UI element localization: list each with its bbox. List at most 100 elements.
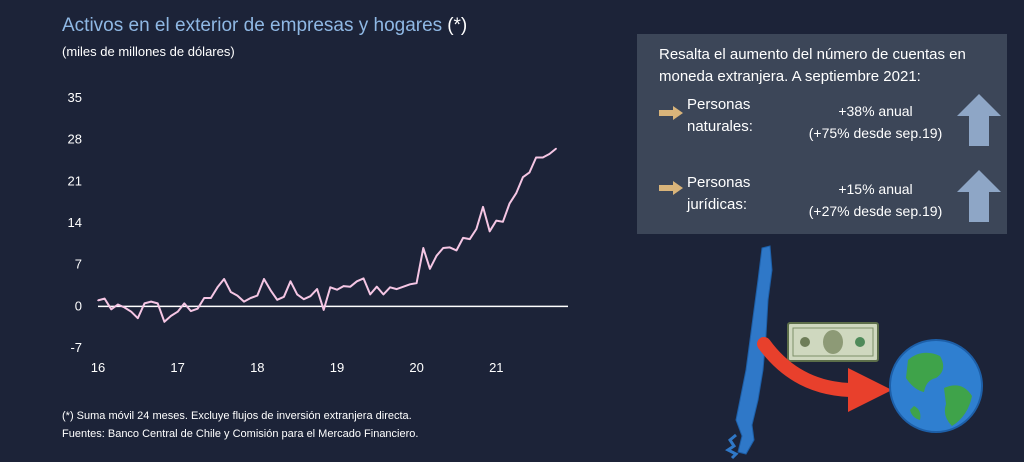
title-footnote-mark: (*) [447, 15, 468, 36]
data-point [289, 280, 292, 283]
data-points [97, 147, 557, 323]
bullet-arrow-icon [659, 104, 683, 125]
row-stat-naturales: +38% anual (+75% desde sep.19) [793, 100, 958, 144]
data-point [336, 288, 338, 291]
data-point [256, 294, 259, 297]
data-point [468, 238, 471, 240]
y-tick-label: 7 [75, 257, 82, 272]
data-point [190, 310, 192, 312]
x-tick-label: 18 [250, 360, 264, 375]
data-point [143, 302, 146, 305]
data-point [283, 296, 285, 298]
row-label-juridicas: Personas jurídicas: [687, 172, 777, 216]
data-point [541, 156, 544, 159]
highlight-heading-line1: Resalta el aumento del número de cuentas… [659, 46, 966, 63]
x-tick-label: 16 [91, 360, 105, 375]
data-point [535, 156, 537, 159]
up-arrow-icon [957, 94, 1001, 146]
data-point [415, 282, 418, 284]
data-point [322, 309, 325, 311]
data-point [130, 310, 132, 313]
data-point [269, 289, 272, 292]
data-point [548, 153, 551, 155]
row-label-line2: jurídicas: [687, 196, 748, 213]
x-tick-label: 21 [489, 360, 503, 375]
data-point [163, 321, 166, 323]
row-stat-line1: +38% anual [838, 103, 913, 119]
data-point [210, 297, 212, 299]
row-label-line1: Personas [687, 96, 751, 113]
row-label-naturales: Personas naturales: [687, 94, 777, 138]
data-point [123, 306, 126, 309]
data-point [216, 286, 219, 289]
data-point [176, 310, 179, 313]
highlight-heading: Resalta el aumento del número de cuentas… [659, 44, 966, 88]
row-stat-line1: +15% anual [838, 181, 913, 197]
chart-units: (miles de millones de dólares) [62, 44, 235, 59]
data-point [435, 254, 438, 257]
data-point [502, 221, 504, 223]
x-tick-label: 19 [330, 360, 344, 375]
data-point [395, 288, 398, 290]
y-tick-label: 21 [68, 173, 82, 188]
row-label-line2: naturales: [687, 118, 753, 135]
data-point [183, 302, 186, 305]
data-point [482, 206, 484, 208]
data-point [508, 202, 511, 205]
data-point [442, 247, 444, 249]
y-tick-labels: -7 0 7 14 21 28 35 [68, 90, 82, 355]
y-tick-label: 0 [75, 298, 82, 313]
chart-title-text: Activos en el exterior de empresas y hog… [62, 15, 443, 36]
data-point [369, 293, 371, 296]
chart-title: Activos en el exterior de empresas y hog… [62, 15, 467, 37]
x-tick-label: 20 [409, 360, 423, 375]
y-tick-label: 28 [68, 132, 82, 147]
row-label-line1: Personas [687, 174, 751, 191]
data-point [156, 302, 159, 305]
x-tick-labels: 16 17 18 19 20 21 [91, 360, 504, 375]
illustration [725, 245, 983, 460]
data-point [528, 171, 531, 174]
data-point [170, 315, 172, 317]
bullet-arrow-icon [659, 179, 683, 200]
data-point [362, 277, 365, 280]
data-point [522, 176, 524, 178]
curved-arrow-icon [757, 337, 892, 412]
data-point [276, 298, 279, 301]
data-point [409, 283, 411, 286]
data-point [449, 246, 451, 249]
line-chart: -7 0 7 14 21 28 35 16 17 18 19 20 21 [68, 90, 568, 375]
chile-map-icon [725, 245, 773, 460]
data-point [555, 147, 557, 150]
highlight-box: Resalta el aumento del número de cuentas… [637, 34, 1007, 234]
x-tick-label: 17 [170, 360, 184, 375]
y-tick-label: 35 [68, 90, 82, 105]
data-point [402, 285, 405, 288]
row-stat-line2: (+27% desde sep.19) [808, 203, 943, 219]
data-point [249, 297, 252, 299]
data-point [342, 285, 345, 287]
data-point [309, 295, 312, 298]
data-point [117, 303, 119, 306]
data-point [263, 278, 265, 280]
sources-note: Fuentes: Banco Central de Chile y Comisi… [62, 428, 419, 440]
data-point [236, 294, 239, 297]
data-point [243, 300, 245, 303]
data-point [103, 297, 106, 300]
data-point [316, 288, 318, 290]
data-point [97, 299, 99, 302]
globe-icon [889, 339, 983, 433]
data-point [429, 268, 431, 270]
series-line [97, 147, 557, 323]
footnote: (*) Suma móvil 24 meses. Excluye flujos … [62, 410, 412, 422]
data-point [223, 278, 225, 280]
data-point [488, 230, 491, 233]
data-point [382, 293, 385, 296]
data-point [422, 247, 425, 249]
data-point [455, 249, 458, 252]
y-tick-label: 14 [68, 215, 82, 230]
data-point [349, 285, 352, 288]
data-point [110, 308, 113, 311]
data-point [376, 285, 378, 288]
highlight-heading-line2: moneda extranjera. A septiembre 2021: [659, 68, 921, 85]
